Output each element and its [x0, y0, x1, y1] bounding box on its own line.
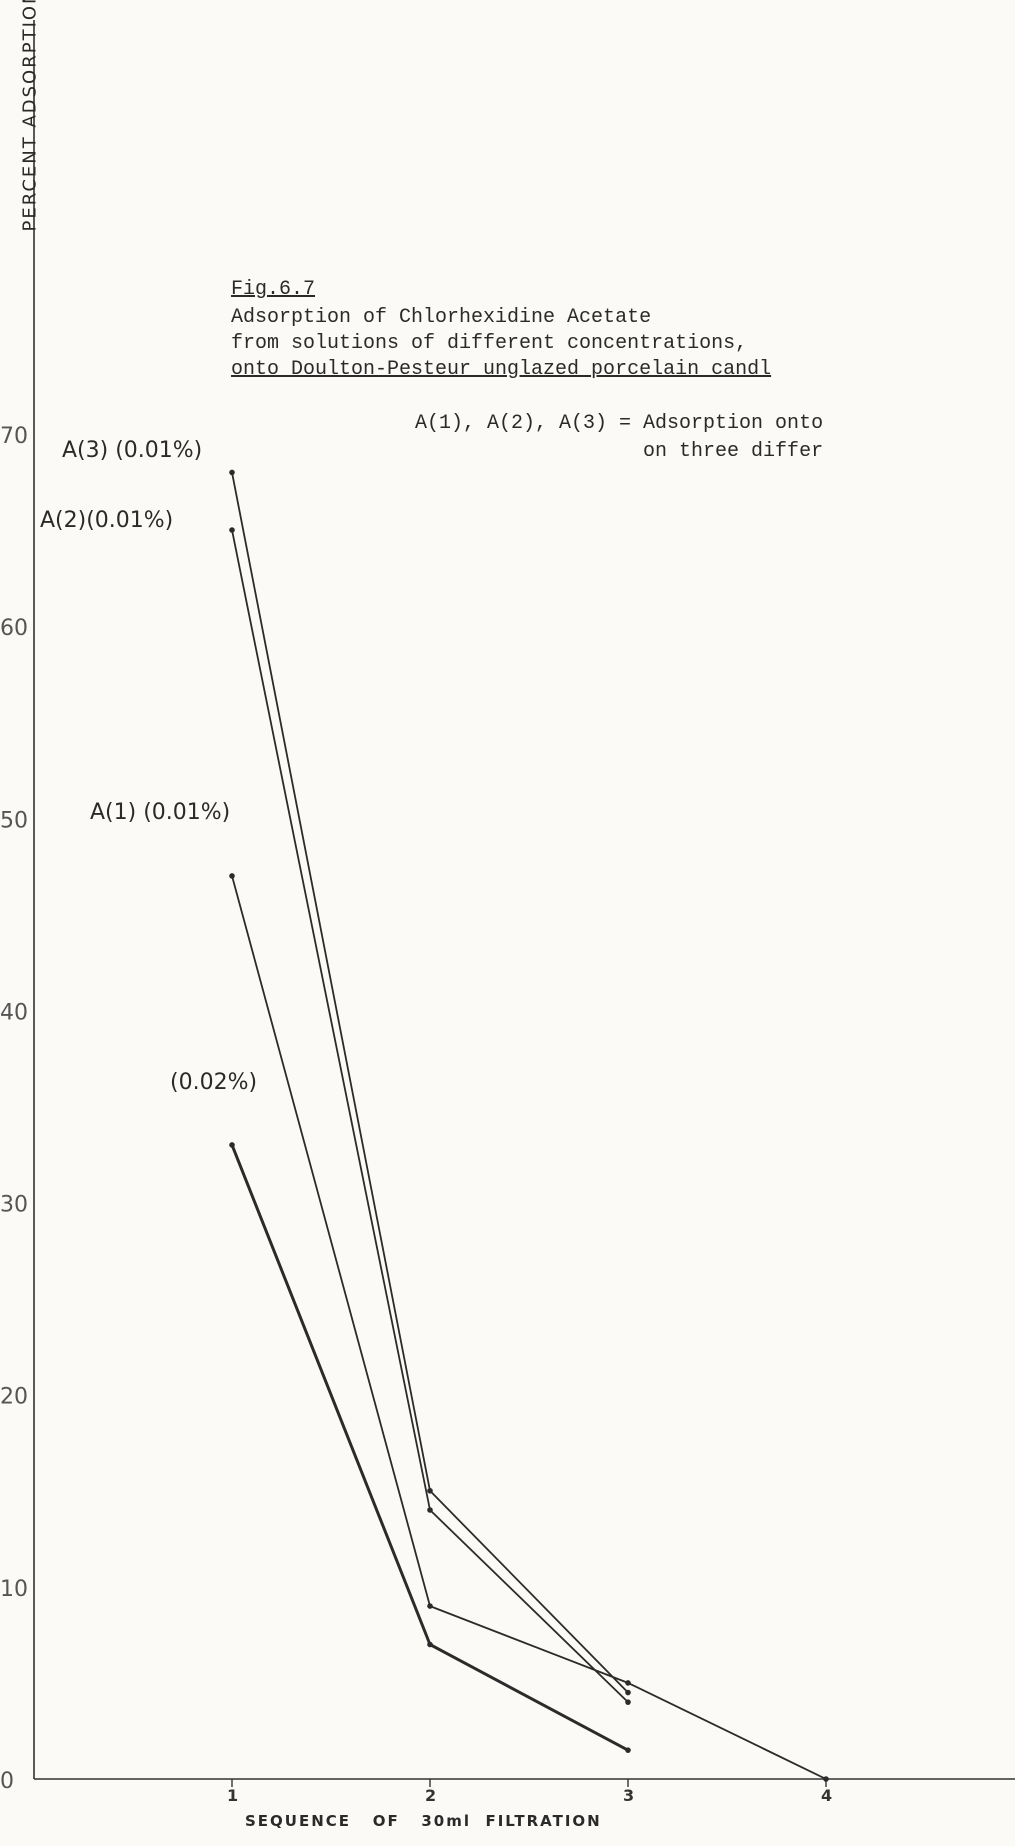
x-tick-label: 4 — [821, 1786, 832, 1805]
data-point — [427, 1641, 433, 1648]
data-point — [625, 1747, 631, 1753]
data-point — [229, 527, 235, 533]
data-point — [625, 1699, 631, 1705]
y-tick-label: 30 — [0, 1193, 28, 1218]
figure-title-line-1: Adsorption of Chlorhexidine Acetate — [231, 306, 652, 329]
data-point — [229, 873, 235, 879]
series-label-a2: A(2)(0.01%) — [40, 508, 174, 533]
x-tick-label: 2 — [425, 1786, 436, 1805]
x-tick-label: 3 — [623, 1786, 634, 1805]
data-point — [427, 1603, 433, 1609]
x-tick-label: 1 — [227, 1786, 238, 1805]
data-point — [427, 1507, 433, 1513]
figure-title-line-3: onto Doulton-Pesteur unglazed porcelain … — [231, 358, 772, 381]
series-key-note: A(1), A(2), A(3) = Adsorption onto on th… — [415, 410, 823, 466]
data-point — [823, 1776, 829, 1782]
y-tick-label: 70 — [0, 424, 28, 449]
data-point — [229, 1142, 235, 1148]
series-label-002: (0.02%) — [170, 1070, 258, 1095]
axes-group: 70605040302010012345 — [0, 20, 1015, 1805]
series-key-note-line-2: on three differ — [415, 440, 824, 463]
y-tick-label: 10 — [0, 1577, 28, 1602]
x-axis-label: SEQUENCE OF 30ml FILTRATION — [245, 1812, 602, 1830]
figure-title-line-2: from solutions of different concentratio… — [231, 332, 748, 355]
series-line — [231, 875, 827, 1780]
y-axis-label: PERCENT ADSORPTION — [19, 0, 41, 232]
y-tick-label: 50 — [0, 808, 28, 833]
data-point — [625, 1689, 631, 1696]
data-point — [229, 469, 235, 476]
series-key-note-line-1: A(1), A(2), A(3) = Adsorption onto — [415, 412, 824, 435]
series-line — [231, 529, 629, 1703]
figure-number: Fig.6.7 — [231, 278, 316, 301]
data-point — [427, 1487, 433, 1494]
series-label-a1: A(1) (0.01%) — [90, 800, 231, 825]
series-label-a3: A(3) (0.01%) — [62, 438, 203, 463]
series-group — [229, 469, 829, 1782]
y-tick-label: 60 — [0, 616, 28, 641]
data-point — [625, 1680, 631, 1686]
y-tick-label: 20 — [0, 1385, 28, 1410]
y-tick-label: 40 — [0, 1000, 28, 1025]
y-tick-label: 0 — [0, 1769, 14, 1794]
